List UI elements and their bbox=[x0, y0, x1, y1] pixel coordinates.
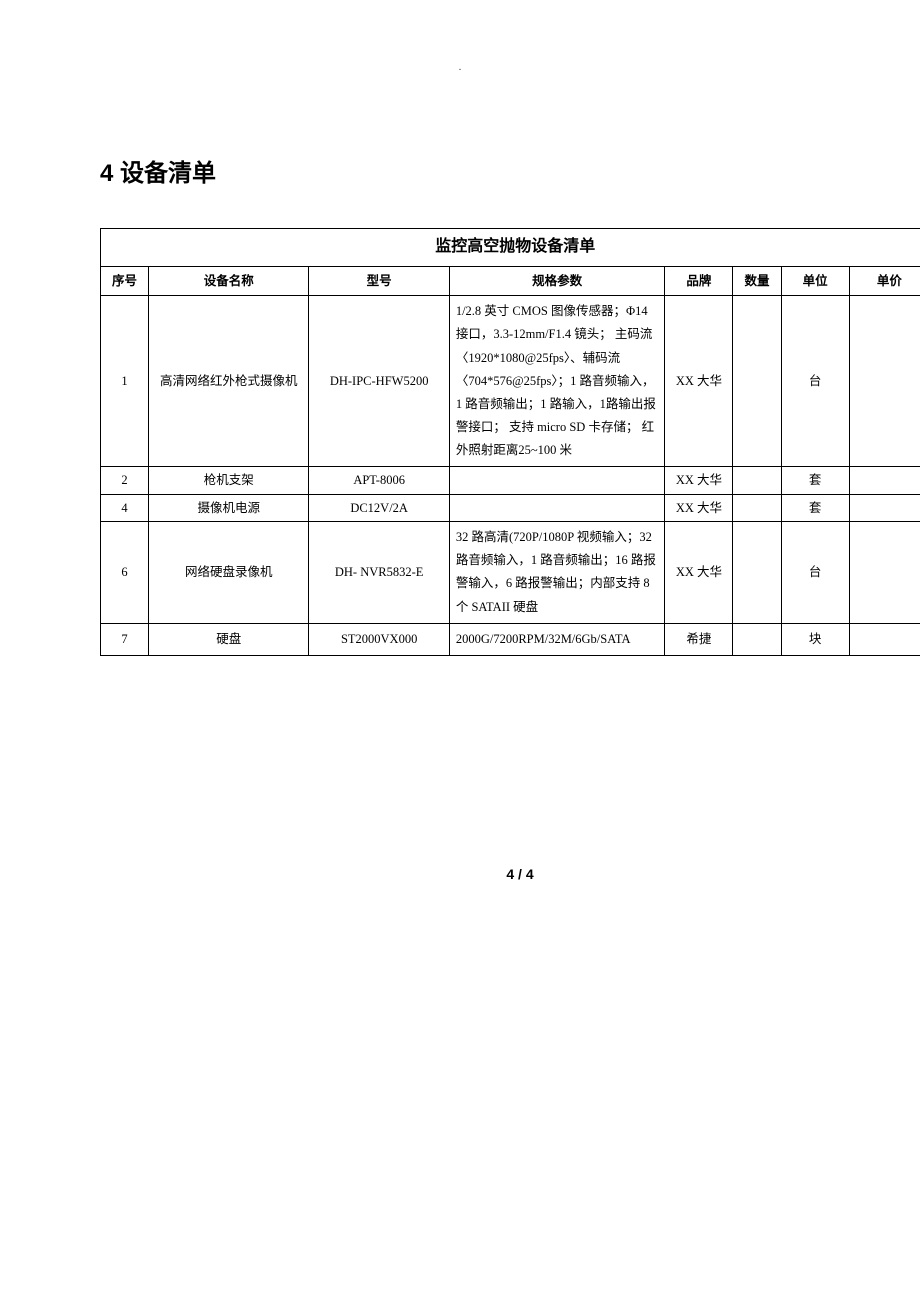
table-row: 7 硬盘 ST2000VX000 2000G/7200RPM/32M/6Gb/S… bbox=[101, 623, 920, 655]
cell-unit: 台 bbox=[781, 296, 849, 467]
table-title-row: 监控高空抛物设备清单 bbox=[101, 229, 920, 267]
cell-price bbox=[849, 467, 920, 495]
cell-name: 枪机支架 bbox=[149, 467, 309, 495]
cell-unit: 套 bbox=[781, 467, 849, 495]
cell-qty bbox=[733, 467, 781, 495]
cell-brand: XX 大华 bbox=[665, 467, 733, 495]
cell-seq: 1 bbox=[101, 296, 149, 467]
cell-brand: XX 大华 bbox=[665, 296, 733, 467]
cell-spec: 2000G/7200RPM/32M/6Gb/SATA bbox=[449, 623, 665, 655]
table-header-row: 序号 设备名称 型号 规格参数 品牌 数量 单位 单价 bbox=[101, 266, 920, 296]
section-heading: 4 设备清单 bbox=[100, 153, 920, 188]
cell-seq: 2 bbox=[101, 467, 149, 495]
table-row: 4 摄像机电源 DC12V/2A XX 大华 套 bbox=[101, 494, 920, 522]
cell-model: APT-8006 bbox=[309, 467, 449, 495]
table-row: 1 高清网络红外枪式摄像机 DH-IPC-HFW5200 1/2.8 英寸 CM… bbox=[101, 296, 920, 467]
cell-brand: 希捷 bbox=[665, 623, 733, 655]
table-row: 6 网络硬盘录像机 DH- NVR5832-E 32 路高清(720P/1080… bbox=[101, 522, 920, 624]
cell-spec bbox=[449, 467, 665, 495]
cell-seq: 7 bbox=[101, 623, 149, 655]
cell-model: DH- NVR5832-E bbox=[309, 522, 449, 624]
col-header-qty: 数量 bbox=[733, 266, 781, 296]
page-number: 4 / 4 bbox=[0, 866, 920, 882]
col-header-unit: 单位 bbox=[781, 266, 849, 296]
cell-name: 网络硬盘录像机 bbox=[149, 522, 309, 624]
top-marker: . bbox=[0, 0, 920, 73]
cell-price bbox=[849, 623, 920, 655]
cell-unit: 套 bbox=[781, 494, 849, 522]
cell-brand: XX 大华 bbox=[665, 522, 733, 624]
cell-spec: 1/2.8 英寸 CMOS 图像传感器；Φ14 接口，3.3-12mm/F1.4… bbox=[449, 296, 665, 467]
cell-price bbox=[849, 296, 920, 467]
cell-seq: 6 bbox=[101, 522, 149, 624]
cell-seq: 4 bbox=[101, 494, 149, 522]
cell-unit: 块 bbox=[781, 623, 849, 655]
cell-name: 摄像机电源 bbox=[149, 494, 309, 522]
col-header-seq: 序号 bbox=[101, 266, 149, 296]
equipment-table-wrap: 监控高空抛物设备清单 序号 设备名称 型号 规格参数 品牌 数量 单位 单价 1… bbox=[100, 228, 920, 656]
table-title: 监控高空抛物设备清单 bbox=[101, 229, 920, 267]
cell-unit: 台 bbox=[781, 522, 849, 624]
cell-name: 硬盘 bbox=[149, 623, 309, 655]
cell-qty bbox=[733, 522, 781, 624]
cell-qty bbox=[733, 494, 781, 522]
col-header-price: 单价 bbox=[849, 266, 920, 296]
cell-model: DC12V/2A bbox=[309, 494, 449, 522]
equipment-table: 监控高空抛物设备清单 序号 设备名称 型号 规格参数 品牌 数量 单位 单价 1… bbox=[100, 228, 920, 656]
cell-name: 高清网络红外枪式摄像机 bbox=[149, 296, 309, 467]
cell-spec: 32 路高清(720P/1080P 视频输入；32 路音频输入，1 路音频输出；… bbox=[449, 522, 665, 624]
col-header-spec: 规格参数 bbox=[449, 266, 665, 296]
cell-spec bbox=[449, 494, 665, 522]
cell-price bbox=[849, 494, 920, 522]
cell-model: DH-IPC-HFW5200 bbox=[309, 296, 449, 467]
table-row: 2 枪机支架 APT-8006 XX 大华 套 bbox=[101, 467, 920, 495]
cell-brand: XX 大华 bbox=[665, 494, 733, 522]
col-header-model: 型号 bbox=[309, 266, 449, 296]
document-page: . 4 设备清单 监控高空抛物设备清单 序号 设备名称 型号 规格参数 品牌 数… bbox=[0, 0, 920, 882]
col-header-brand: 品牌 bbox=[665, 266, 733, 296]
cell-qty bbox=[733, 623, 781, 655]
cell-model: ST2000VX000 bbox=[309, 623, 449, 655]
cell-price bbox=[849, 522, 920, 624]
col-header-name: 设备名称 bbox=[149, 266, 309, 296]
cell-qty bbox=[733, 296, 781, 467]
